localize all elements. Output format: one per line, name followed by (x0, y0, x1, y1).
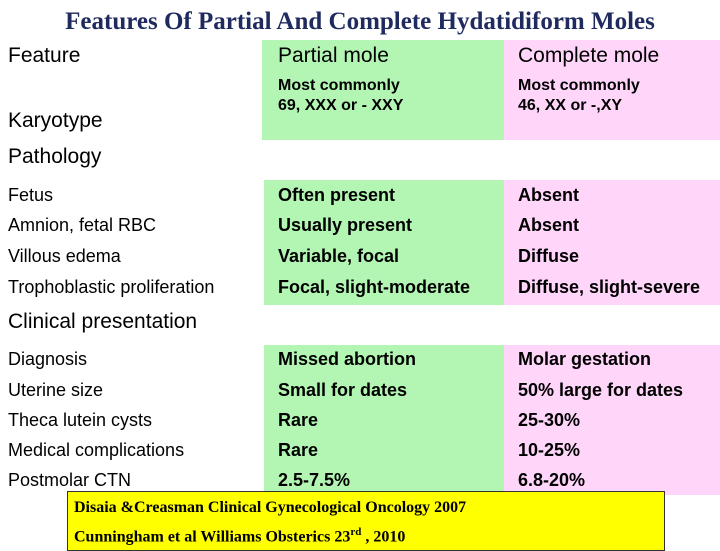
citation-line-2: Cunningham et al Williams Obsterics 23rd… (74, 520, 664, 549)
feature-column-header: Feature (8, 44, 81, 67)
pathology-complete-amnion: Absent (518, 215, 580, 235)
clinical-partial-diagnosis: Missed abortion (278, 349, 417, 369)
citation-line-2-text: Cunningham et al Williams Obsterics 23 (74, 528, 351, 546)
partial-clinical-panel (264, 345, 504, 495)
citation-superscript: rd (350, 526, 362, 538)
pathology-complete-fetus: Absent (518, 185, 580, 205)
clinical-feature-uterine-size: Uterine size (8, 380, 104, 400)
clinical-feature-postmolar-ctn: Postmolar CTN (8, 470, 132, 490)
pathology-feature-fetus: Fetus (8, 185, 54, 205)
citation-line-1: Disaia &Creasman Clinical Gynecological … (74, 499, 467, 516)
pathology-complete-trophoblastic: Diffuse, slight-severe (518, 277, 701, 297)
complete-karyotype-line2: 46, XX or -,XY (518, 97, 623, 114)
pathology-section-heading: Pathology (8, 145, 102, 168)
page-title: Features Of Partial And Complete Hydatid… (65, 8, 655, 35)
pathology-feature-villous-edema: Villous edema (8, 246, 121, 266)
clinical-section-heading: Clinical presentation (8, 310, 198, 333)
clinical-partial-uterine-size: Small for dates (278, 380, 408, 400)
complete-karyotype-line1: Most commonly (518, 77, 640, 94)
partial-column-header: Partial mole (278, 44, 389, 67)
partial-karyotype-band (262, 40, 504, 140)
clinical-feature-diagnosis: Diagnosis (8, 349, 88, 369)
partial-pathology-panel (264, 180, 504, 305)
complete-column-header: Complete mole (518, 44, 660, 67)
clinical-complete-postmolar-ctn: 6.8-20% (518, 470, 586, 490)
clinical-complete-theca-lutein: 25-30% (518, 410, 581, 430)
clinical-complete-medical-complications: 10-25% (518, 440, 581, 460)
karyotype-label: Karyotype (8, 109, 103, 132)
pathology-partial-fetus: Often present (278, 185, 396, 205)
clinical-partial-theca-lutein: Rare (278, 410, 319, 430)
complete-pathology-panel (504, 180, 720, 305)
pathology-feature-amnion: Amnion, fetal RBC (8, 215, 157, 235)
complete-karyotype-band (504, 40, 720, 140)
pathology-complete-villous-edema: Diffuse (518, 246, 580, 266)
citation-line-2-year: , 2010 (361, 528, 406, 546)
clinical-feature-theca-lutein: Theca lutein cysts (8, 410, 153, 430)
citation-box: Disaia &Creasman Clinical Gynecological … (67, 491, 665, 551)
clinical-complete-uterine-size: 50% large for dates (518, 380, 684, 400)
pathology-feature-trophoblastic: Trophoblastic proliferation (8, 277, 215, 297)
partial-karyotype-line1: Most commonly (278, 77, 400, 94)
pathology-partial-amnion: Usually present (278, 215, 413, 235)
clinical-partial-postmolar-ctn: 2.5-7.5% (278, 470, 351, 490)
pathology-partial-villous-edema: Variable, focal (278, 246, 400, 266)
complete-clinical-panel (504, 345, 720, 495)
clinical-feature-medical-complications: Medical complications (8, 440, 185, 460)
partial-karyotype-line2: 69, XXX or - XXY (278, 97, 404, 114)
pathology-partial-trophoblastic: Focal, slight-moderate (278, 277, 471, 297)
clinical-complete-diagnosis: Molar gestation (518, 349, 652, 369)
clinical-partial-medical-complications: Rare (278, 440, 319, 460)
